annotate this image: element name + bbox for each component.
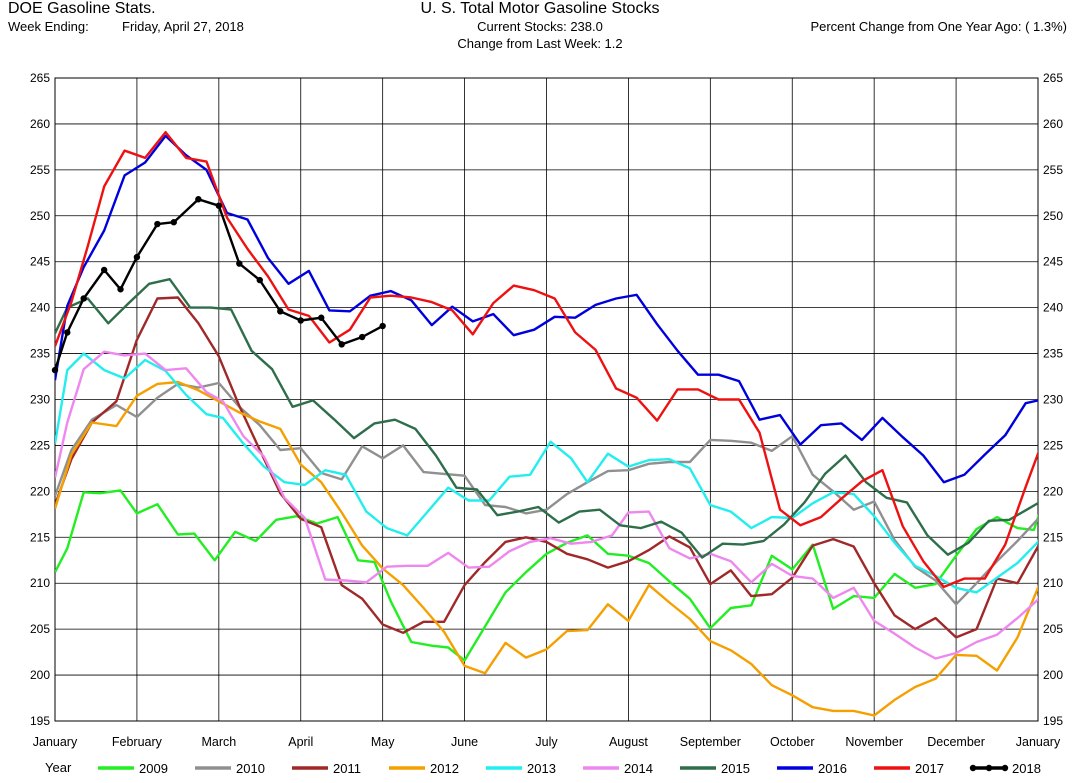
series-line-2009 xyxy=(55,489,1038,662)
x-tick-label: April xyxy=(288,735,313,749)
series-point-2018 xyxy=(64,329,71,336)
legend-marker-2018 xyxy=(985,764,993,772)
x-tick-label: November xyxy=(845,735,903,749)
series-point-2018 xyxy=(338,341,345,348)
legend-marker-2018 xyxy=(1001,764,1009,772)
y-tick-label-right: 210 xyxy=(1043,576,1063,590)
legend-label-2016: 2016 xyxy=(818,761,847,776)
series-point-2018 xyxy=(117,286,124,293)
x-tick-label: May xyxy=(371,735,395,749)
series-point-2018 xyxy=(256,276,263,284)
series-line-2013 xyxy=(55,352,1038,594)
legend-label-2013: 2013 xyxy=(527,761,556,776)
y-tick-label-left: 215 xyxy=(30,530,50,544)
legend-label-2017: 2017 xyxy=(915,761,944,776)
legend-label-2015: 2015 xyxy=(721,761,750,776)
series-point-2018 xyxy=(358,333,366,341)
series-line-2015 xyxy=(55,278,1038,559)
week-ending-label: Week Ending: xyxy=(8,19,89,34)
y-tick-label-left: 225 xyxy=(30,438,50,452)
current-stocks: Current Stocks: 238.0 xyxy=(477,19,603,34)
chart-series xyxy=(51,130,1038,717)
legend-label-2011: 2011 xyxy=(333,761,361,776)
x-tick-label: July xyxy=(535,735,558,749)
y-tick-label-right: 200 xyxy=(1043,668,1063,682)
y-tick-label-right: 240 xyxy=(1043,301,1063,315)
x-tick-label: December xyxy=(927,735,985,749)
y-tick-label-right: 220 xyxy=(1043,484,1063,498)
x-tick-label: January xyxy=(33,735,78,749)
series-point-2018 xyxy=(297,317,304,324)
series-line-2012 xyxy=(55,380,1038,717)
series-point-2018 xyxy=(154,220,161,228)
series-line-2016 xyxy=(55,134,1038,484)
y-tick-label-left: 220 xyxy=(30,484,50,498)
y-tick-label-right: 225 xyxy=(1043,438,1063,452)
y-tick-label-right: 245 xyxy=(1043,255,1063,269)
x-tick-label: September xyxy=(680,735,741,749)
series-point-2018 xyxy=(236,260,243,267)
legend-label-2012: 2012 xyxy=(430,761,459,776)
y-tick-label-left: 230 xyxy=(30,393,50,407)
chart-title: U. S. Total Motor Gasoline Stocks xyxy=(420,0,660,17)
legend-label-2009: 2009 xyxy=(139,761,168,776)
y-tick-label-left: 200 xyxy=(30,668,50,682)
series-point-2018 xyxy=(379,322,386,330)
x-tick-label: August xyxy=(609,735,648,749)
y-tick-label-left: 235 xyxy=(30,347,50,361)
series-line-2010 xyxy=(55,381,1038,606)
series-point-2018 xyxy=(277,308,284,315)
legend-marker-2018 xyxy=(969,764,977,772)
series-line-2014 xyxy=(55,350,1038,660)
y-tick-label-right: 265 xyxy=(1043,71,1063,85)
y-tick-label-left: 195 xyxy=(30,714,50,728)
series-line-2017 xyxy=(55,130,1038,589)
y-tick-label-right: 195 xyxy=(1043,714,1063,728)
series-point-2018 xyxy=(51,366,59,374)
y-tick-label-left: 245 xyxy=(30,255,50,269)
series-point-2018 xyxy=(215,202,223,209)
series-point-2018 xyxy=(100,266,108,274)
y-tick-label-left: 260 xyxy=(30,117,50,131)
x-tick-label: March xyxy=(201,735,236,749)
app-title: DOE Gasoline Stats. xyxy=(8,0,156,17)
y-tick-label-right: 255 xyxy=(1043,163,1063,177)
chart-legend: Year 2009 2010 2011 2012 2013 2014 2015 2016 2017… xyxy=(45,760,1041,776)
legend-label-2018: 2018 xyxy=(1012,761,1041,776)
y-tick-label-right: 215 xyxy=(1043,530,1063,544)
y-tick-label-left: 240 xyxy=(30,301,50,315)
legend-label-2010: 2010 xyxy=(236,761,265,776)
series-point-2018 xyxy=(133,253,141,261)
series-line-2018 xyxy=(55,198,384,371)
y-tick-label-right: 250 xyxy=(1043,209,1063,223)
series-point-2018 xyxy=(80,295,87,302)
y-tick-label-left: 210 xyxy=(30,576,50,590)
x-tick-label: June xyxy=(451,735,478,749)
legend-label-2014: 2014 xyxy=(624,761,653,776)
series-point-2018 xyxy=(170,219,177,226)
y-tick-label-left: 250 xyxy=(30,209,50,223)
x-tick-label: January xyxy=(1016,735,1061,749)
x-tick-label: October xyxy=(770,735,814,749)
y-tick-label-right: 235 xyxy=(1043,347,1063,361)
legend-title: Year xyxy=(45,760,72,775)
y-tick-label-right: 205 xyxy=(1043,622,1063,636)
percent-change-one-year: Percent Change from One Year Ago: ( 1.3%… xyxy=(810,19,1067,34)
y-tick-label-right: 230 xyxy=(1043,393,1063,407)
y-tick-label-left: 255 xyxy=(30,163,50,177)
series-line-2011 xyxy=(55,296,1038,639)
series-point-2018 xyxy=(195,196,202,203)
y-tick-label-left: 205 xyxy=(30,622,50,636)
x-tick-label: February xyxy=(112,735,163,749)
change-from-last-week: Change from Last Week: 1.2 xyxy=(457,36,623,51)
y-tick-label-right: 260 xyxy=(1043,117,1063,131)
week-ending-value: Friday, April 27, 2018 xyxy=(122,19,244,34)
chart-grid xyxy=(54,77,1039,722)
y-tick-label-left: 265 xyxy=(30,71,50,85)
series-point-2018 xyxy=(318,314,325,321)
